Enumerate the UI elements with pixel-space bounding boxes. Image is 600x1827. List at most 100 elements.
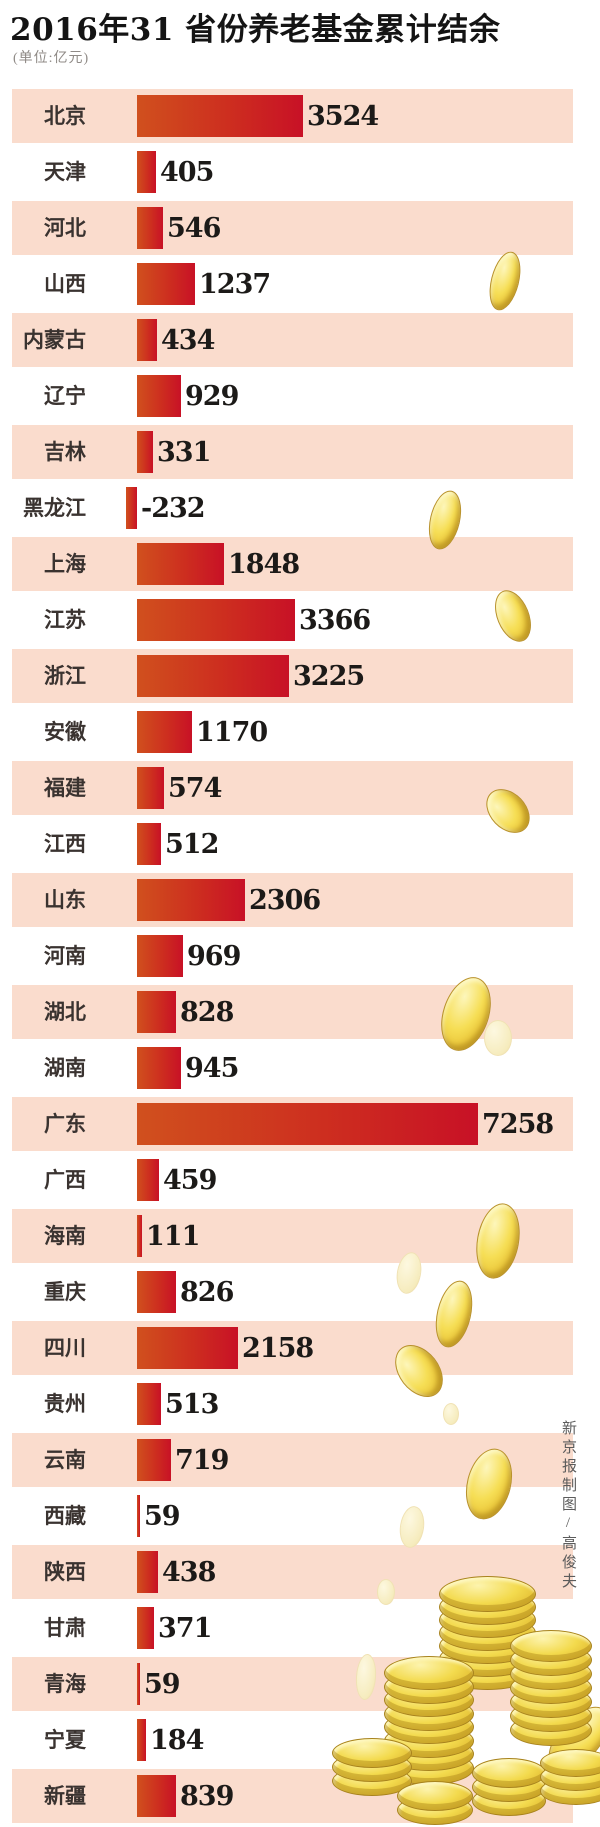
value-label: 2158 — [242, 1333, 314, 1364]
province-label: 辽宁 — [44, 384, 86, 408]
value-bar — [137, 431, 153, 473]
row-band — [12, 1321, 573, 1375]
value-label: 3524 — [307, 101, 379, 132]
value-label: 1237 — [199, 269, 271, 300]
province-label: 宁夏 — [44, 1728, 86, 1752]
value-bar — [137, 1607, 154, 1649]
value-bar — [137, 655, 289, 697]
row-band — [12, 1377, 573, 1431]
value-bar — [137, 1775, 176, 1817]
province-label: 重庆 — [44, 1280, 86, 1304]
province-label: 湖南 — [44, 1056, 86, 1080]
gold-coin-icon — [443, 1403, 459, 1425]
value-label: 546 — [167, 213, 221, 244]
value-bar — [137, 991, 176, 1033]
chart-row: 安徽 1170 — [0, 704, 600, 760]
value-bar — [126, 487, 137, 529]
chart-row: 广东 7258 — [0, 1096, 600, 1152]
value-bar — [137, 1271, 176, 1313]
province-label: 云南 — [44, 1448, 86, 1472]
value-label: 513 — [165, 1389, 219, 1420]
value-label: 438 — [162, 1557, 216, 1588]
province-label: 江西 — [44, 832, 86, 856]
value-label: 1170 — [196, 717, 268, 748]
value-label: 184 — [150, 1725, 204, 1756]
row-band — [12, 369, 573, 423]
value-bar — [137, 319, 157, 361]
value-bar — [137, 1103, 478, 1145]
coin-stack-icon — [540, 1749, 600, 1777]
chart-row: 上海 1848 — [0, 536, 600, 592]
value-bar — [137, 263, 195, 305]
value-bar — [137, 95, 303, 137]
province-label: 贵州 — [44, 1392, 86, 1416]
coin-stack-icon — [510, 1630, 592, 1662]
province-label: 广东 — [44, 1112, 86, 1136]
row-band — [12, 929, 573, 983]
value-label: 434 — [161, 325, 215, 356]
province-label: 甘肃 — [44, 1616, 86, 1640]
province-label: 吉林 — [44, 440, 86, 464]
value-bar — [137, 1551, 158, 1593]
chart-row: 内蒙古 434 — [0, 312, 600, 368]
coin-stack-icon — [332, 1738, 412, 1768]
value-bar — [137, 1663, 140, 1705]
chart-row: 辽宁 929 — [0, 368, 600, 424]
chart-row: 天津 405 — [0, 144, 600, 200]
province-label: 四川 — [44, 1336, 86, 1360]
row-band — [12, 649, 573, 703]
row-band — [12, 873, 573, 927]
value-label: 59 — [144, 1669, 181, 1700]
value-label: 1848 — [228, 549, 300, 580]
value-bar — [137, 543, 224, 585]
value-bar — [137, 599, 295, 641]
value-bar — [137, 767, 164, 809]
gold-coin-icon — [377, 1579, 395, 1605]
chart-row: 江西 512 — [0, 816, 600, 872]
chart-row: 黑龙江 -232 — [0, 480, 600, 536]
row-band — [12, 705, 573, 759]
row-band — [12, 145, 573, 199]
chart-row: 贵州 513 — [0, 1376, 600, 1432]
chart-row: 河北 546 — [0, 200, 600, 256]
province-label: 安徽 — [44, 720, 86, 744]
coin-stack-icon — [472, 1758, 546, 1788]
chart-row: 江苏 3366 — [0, 592, 600, 648]
province-label: 广西 — [44, 1168, 86, 1192]
province-label: 河南 — [44, 944, 86, 968]
value-bar — [137, 1047, 181, 1089]
province-label: 西藏 — [44, 1504, 86, 1528]
value-label: 331 — [157, 437, 211, 468]
gold-coin-icon — [484, 1020, 512, 1056]
value-label: 839 — [180, 1781, 234, 1812]
row-band — [12, 1153, 573, 1207]
source-credit: 新京报制图/高俊夫 — [560, 1420, 576, 1592]
value-label: 405 — [160, 157, 214, 188]
value-label: 512 — [165, 829, 219, 860]
chart-row: 吉林 331 — [0, 424, 600, 480]
value-label: 826 — [180, 1277, 234, 1308]
row-band — [12, 313, 573, 367]
value-bar — [137, 1327, 238, 1369]
province-label: 江苏 — [44, 608, 86, 632]
value-label: 929 — [185, 381, 239, 412]
chart-row: 山东 2306 — [0, 872, 600, 928]
value-bar — [137, 375, 181, 417]
bar-chart-rows: 北京 3524 天津 405 河北 546 山西 1237 内蒙古 434 辽宁 929 吉林 331 黑龙… — [0, 88, 600, 1824]
value-label: 459 — [163, 1165, 217, 1196]
chart-row: 宁夏 184 — [0, 1712, 600, 1768]
value-label: 3225 — [293, 661, 365, 692]
row-band — [12, 257, 573, 311]
chart-row: 福建 574 — [0, 760, 600, 816]
province-label: 海南 — [44, 1224, 86, 1248]
province-label: 黑龙江 — [23, 496, 86, 520]
province-label: 浙江 — [44, 664, 86, 688]
province-label: 陕西 — [44, 1560, 86, 1584]
province-label: 新疆 — [44, 1784, 86, 1808]
province-label: 上海 — [44, 552, 86, 576]
value-bar — [137, 1719, 146, 1761]
row-band — [12, 817, 573, 871]
province-label: 福建 — [44, 776, 86, 800]
unit-note: (单位:亿元) — [13, 51, 90, 66]
coin-stack-icon — [397, 1781, 473, 1811]
